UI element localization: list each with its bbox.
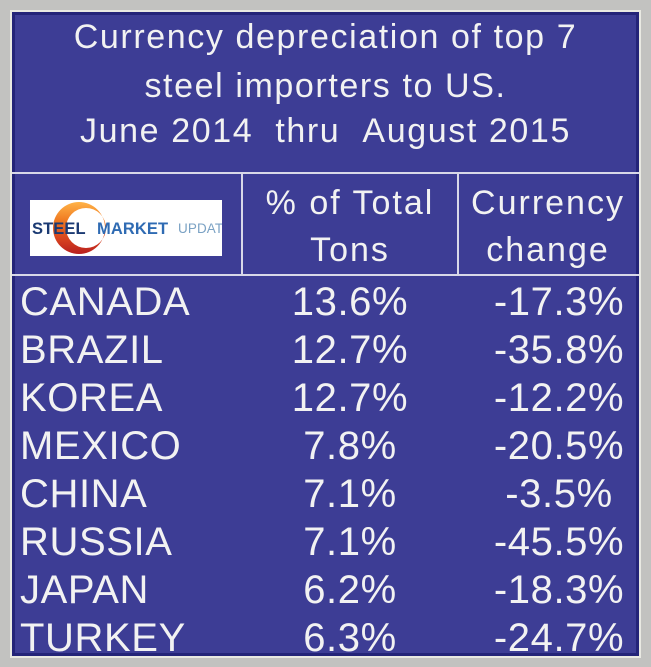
svg-text:MARKET: MARKET xyxy=(97,220,168,238)
svg-text:UPDATE: UPDATE xyxy=(178,221,222,236)
svg-text:STEEL: STEEL xyxy=(32,220,86,238)
